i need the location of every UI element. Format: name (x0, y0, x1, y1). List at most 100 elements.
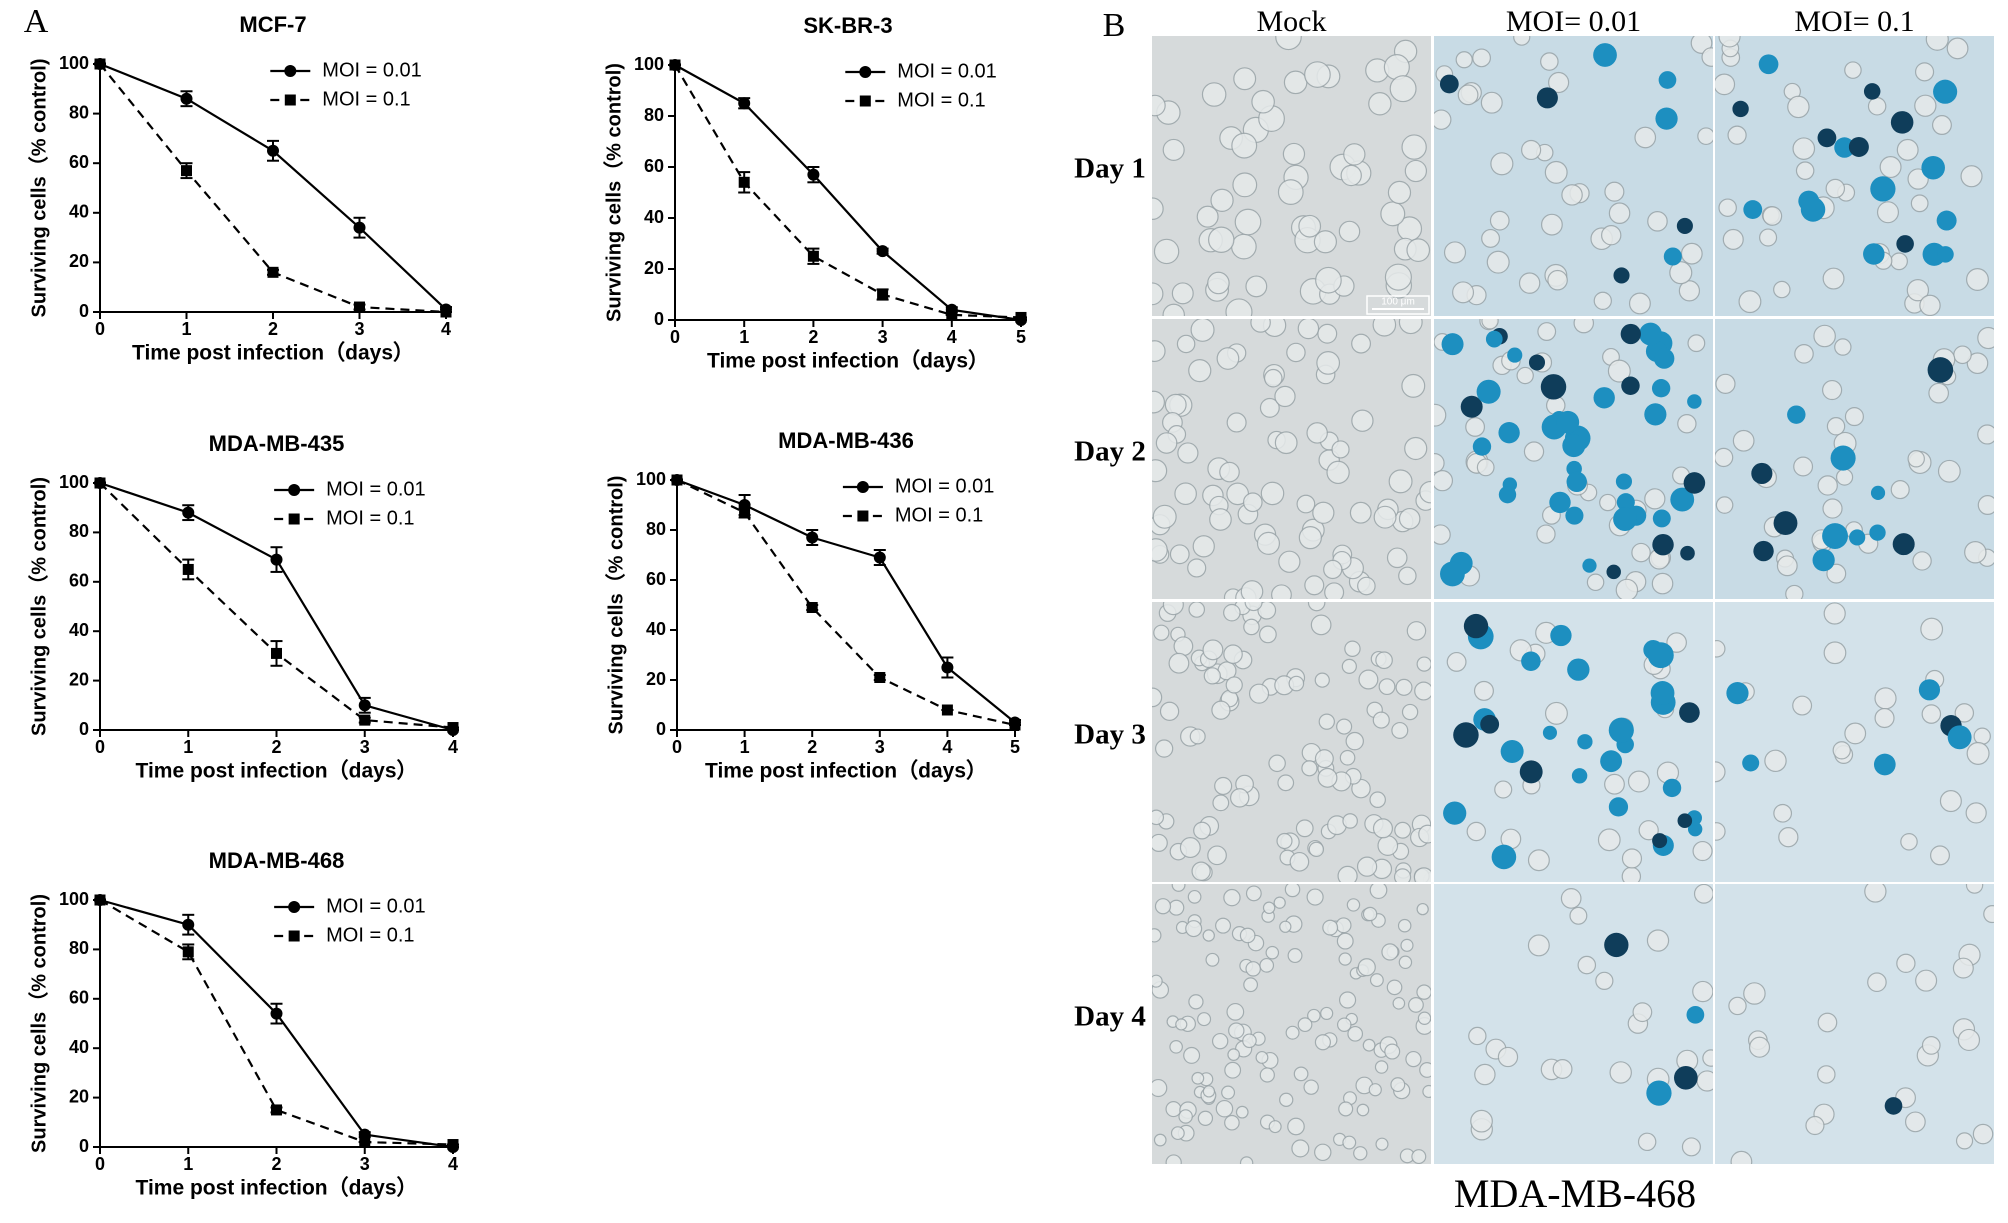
stained-cell (1491, 844, 1517, 870)
cell (1251, 89, 1275, 114)
micrograph (1715, 884, 1994, 1164)
cell (1422, 1084, 1431, 1099)
cells (1715, 324, 1994, 599)
marker (807, 250, 819, 262)
stained-cell (1892, 533, 1915, 556)
cell (1794, 344, 1814, 364)
cell (1681, 1137, 1701, 1157)
cell (1256, 531, 1281, 555)
cell (1201, 82, 1227, 107)
x-tick-label: 4 (942, 737, 952, 757)
stained-cell (1620, 323, 1641, 345)
cell (1271, 584, 1292, 599)
stained-cell (1647, 642, 1674, 669)
cell (1401, 703, 1419, 721)
cell (1776, 555, 1798, 577)
cell (1687, 334, 1706, 353)
cell (1825, 178, 1846, 199)
cell (1223, 603, 1241, 622)
cell (1301, 760, 1318, 777)
stained-cell (1606, 564, 1621, 580)
cell (1457, 84, 1479, 106)
cell (1152, 974, 1163, 988)
cell (1527, 849, 1550, 872)
row-label: Day 4 (1074, 1001, 1146, 1033)
cell (1569, 906, 1588, 925)
cell (1387, 180, 1412, 205)
cell (1314, 672, 1330, 688)
cell (1215, 1099, 1234, 1118)
cell (1494, 780, 1513, 799)
marker (946, 309, 958, 321)
stained-cell (1652, 833, 1668, 849)
marker (1015, 311, 1027, 323)
cell (1314, 1034, 1331, 1051)
cell (1398, 955, 1413, 970)
cell (1521, 139, 1542, 161)
cell (1189, 728, 1206, 745)
cell (1390, 1077, 1406, 1093)
cell (1701, 47, 1713, 67)
marker (267, 144, 279, 157)
y-tick-label: 20 (644, 258, 664, 278)
stained-cell (1655, 107, 1678, 130)
cell (1560, 888, 1582, 909)
stained-cell (1476, 379, 1501, 404)
cell (1335, 917, 1352, 934)
cell (1223, 888, 1241, 907)
cell (1921, 704, 1942, 724)
cell (1152, 833, 1168, 852)
cell (1243, 977, 1259, 993)
cell (1173, 636, 1194, 657)
cell (1876, 201, 1900, 224)
row-label: Day 3 (1074, 719, 1146, 751)
cell (1174, 482, 1197, 506)
cell (1275, 36, 1302, 51)
cell (1259, 957, 1275, 973)
x-axis-label: Time post infection（days） (132, 341, 414, 365)
cell (1748, 1036, 1771, 1058)
cell (1307, 1008, 1321, 1023)
stained-cell (1639, 322, 1662, 346)
stained-cell (1683, 472, 1706, 494)
cell (1273, 896, 1286, 909)
stained-cell (1439, 74, 1459, 94)
cell (1890, 480, 1910, 500)
cell (1953, 345, 1972, 365)
marker (181, 165, 192, 177)
cell (1179, 837, 1201, 859)
cell (1966, 352, 1989, 375)
cell (1357, 958, 1376, 977)
cell (1297, 319, 1320, 340)
cell (1416, 656, 1431, 672)
stained-cell (1604, 932, 1629, 958)
cell (1813, 324, 1836, 348)
x-tick-label: 2 (271, 1154, 281, 1174)
stained-cell (1653, 348, 1675, 369)
stained-cell (1676, 217, 1693, 235)
cell (1455, 51, 1473, 69)
x-tick-label: 2 (808, 327, 818, 347)
cell (1306, 422, 1328, 444)
cell (1225, 298, 1253, 316)
cell (1375, 1137, 1389, 1151)
cells (1443, 613, 1713, 882)
cell (1244, 602, 1263, 612)
stained-cell (1472, 437, 1492, 456)
marker (353, 221, 366, 234)
cell (1168, 899, 1185, 916)
marker (738, 176, 750, 188)
cell (1628, 292, 1651, 315)
cell (1369, 791, 1386, 808)
cell (1644, 488, 1666, 510)
marker (1009, 719, 1021, 731)
stained-cell (1644, 403, 1667, 426)
stained-cell (1500, 740, 1524, 764)
cell (1287, 948, 1303, 964)
cell (1669, 261, 1693, 285)
cell (1595, 971, 1614, 990)
cell (1404, 159, 1428, 183)
stained-cell (1550, 624, 1572, 647)
cell (1896, 138, 1919, 161)
cell (1973, 727, 1991, 745)
